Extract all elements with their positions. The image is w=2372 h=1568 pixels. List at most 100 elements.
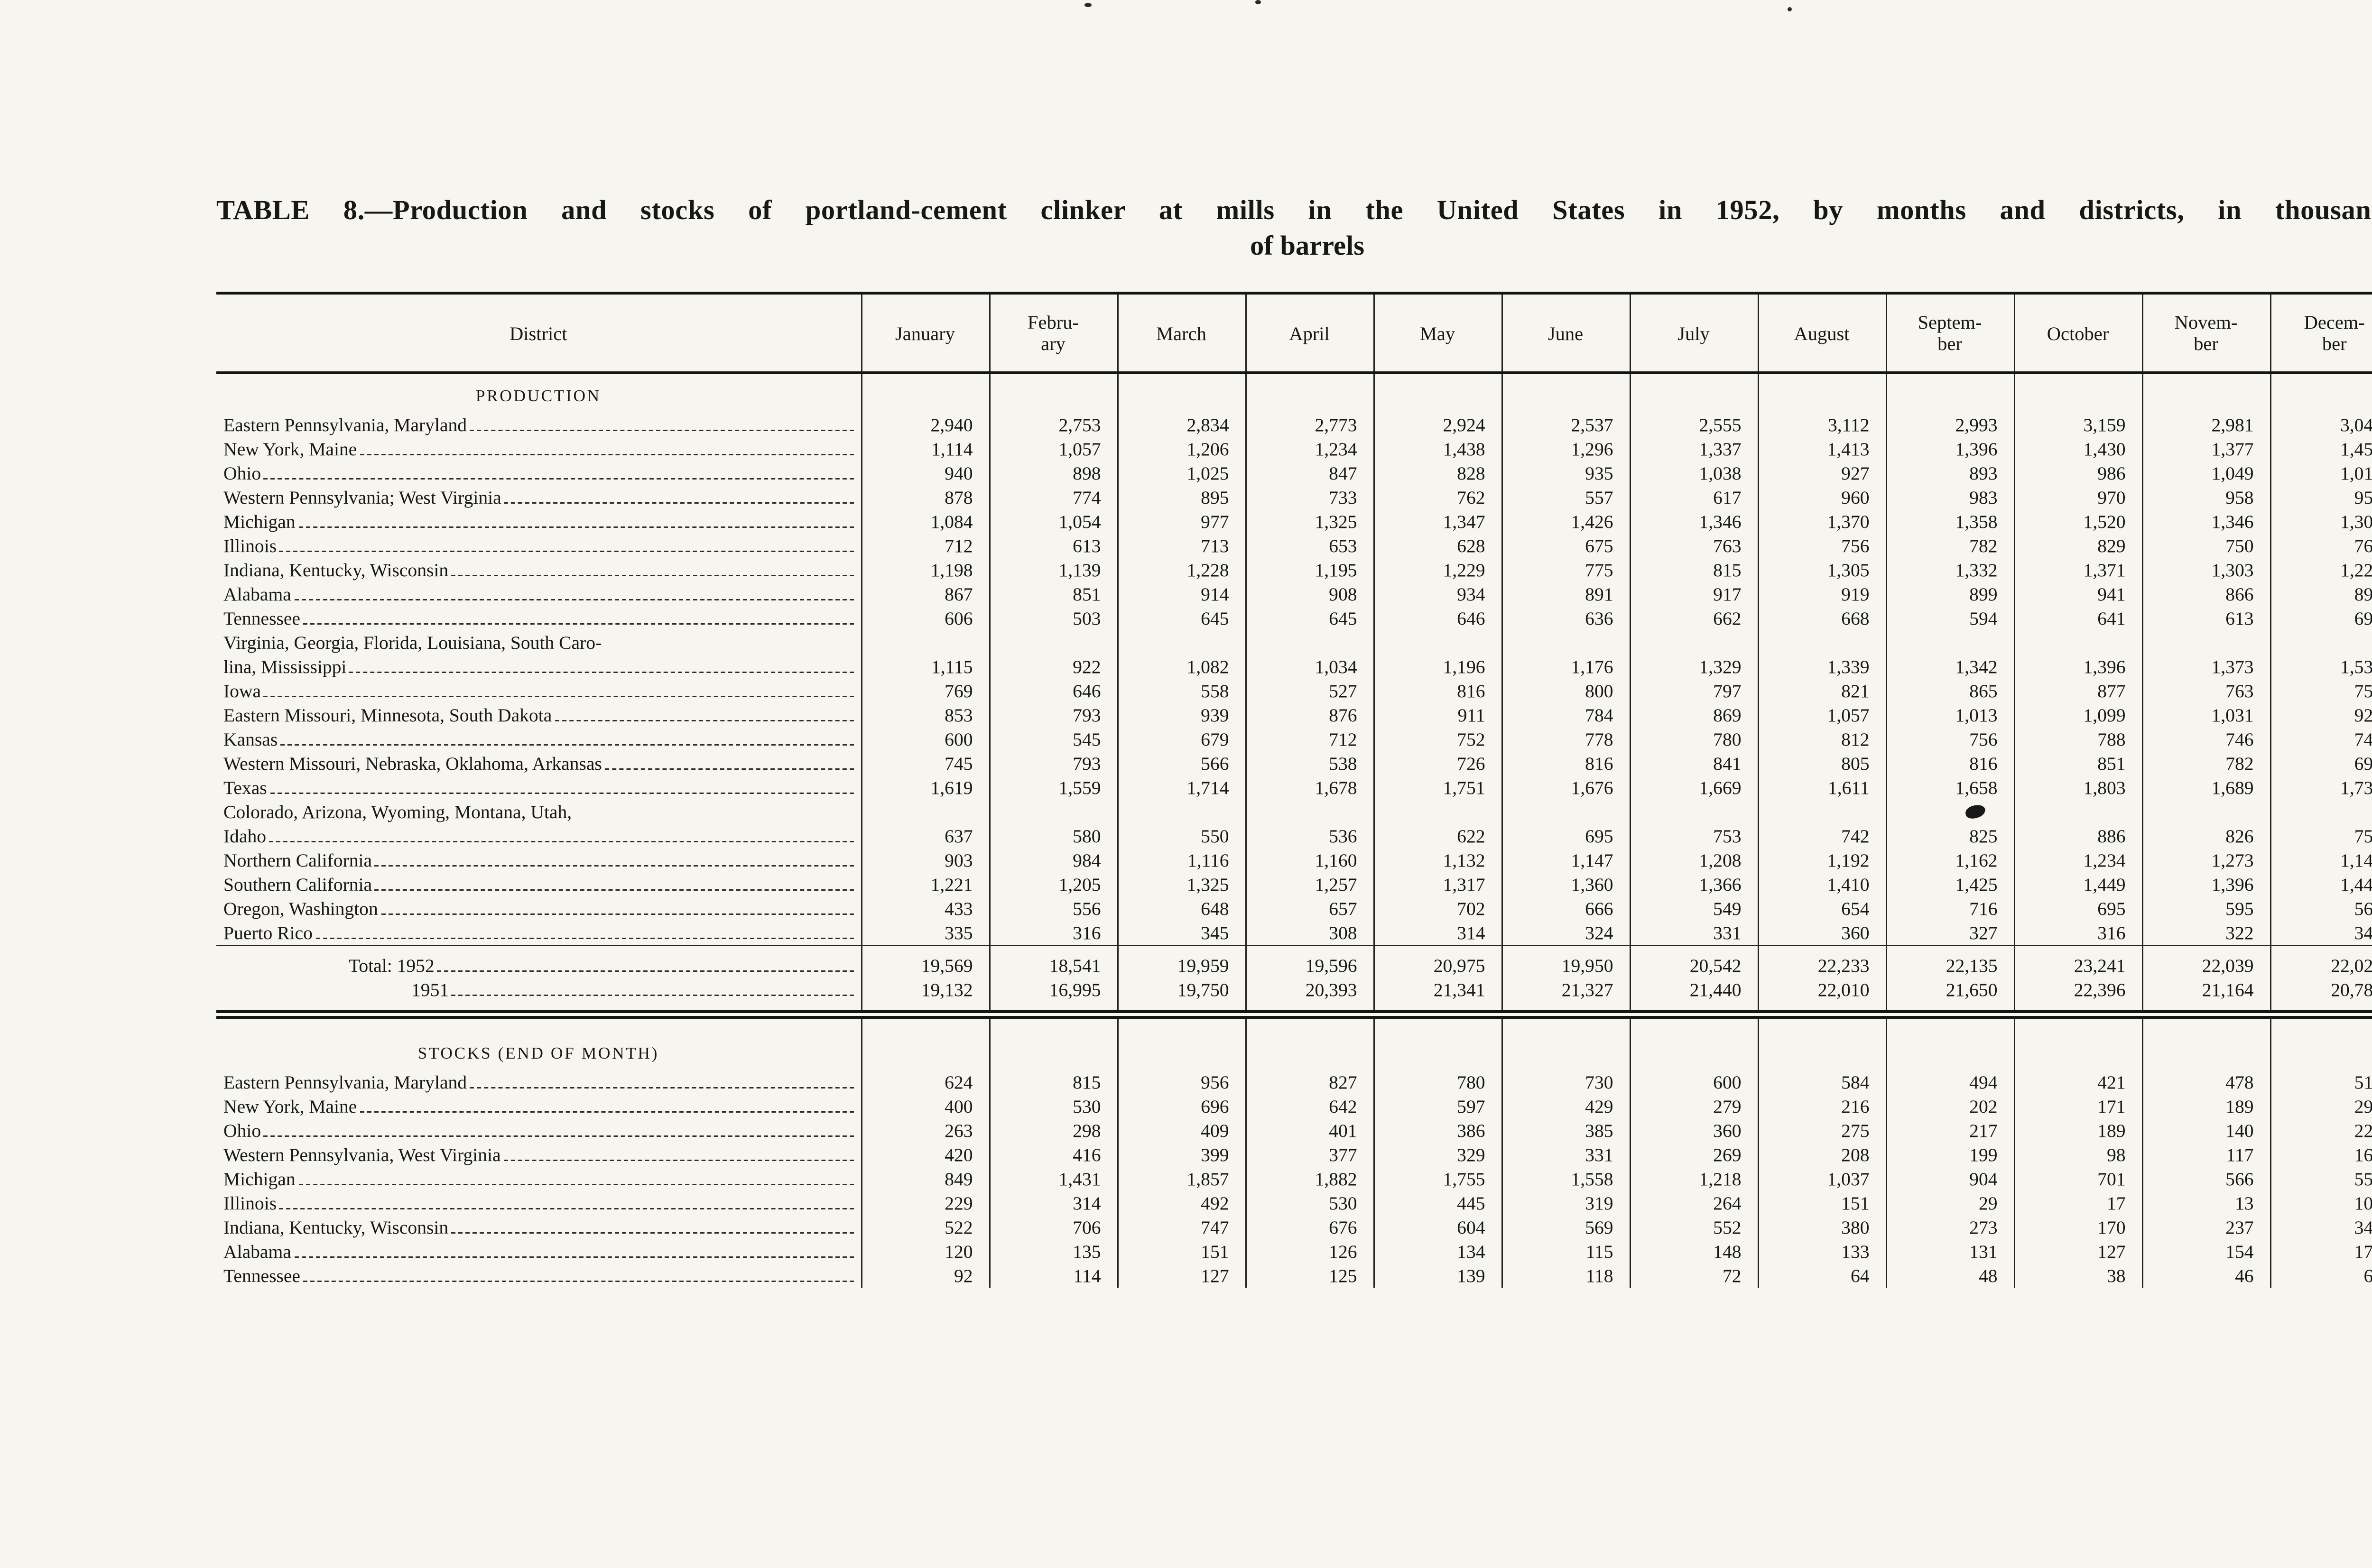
scan-speck [1788, 7, 1792, 11]
value-cell: 1,449 [2013, 872, 2142, 896]
value-cell: 2,924 [1372, 413, 1501, 437]
district-name: Eastern Pennsylvania, Maryland [223, 1071, 467, 1093]
column-header-month: June [1501, 293, 1630, 374]
dotted-leader [503, 1160, 853, 1161]
dotted-leader [294, 1256, 853, 1258]
value-cell: 939 [1116, 703, 1245, 727]
district-name-line: Tennessee [223, 606, 858, 630]
value-cell: 898 [988, 461, 1117, 485]
value-cell: 217 [1885, 1118, 2014, 1143]
value-cell: 19,959 [1116, 945, 1245, 978]
value-cell: 19,132 [860, 978, 989, 1015]
value-cell: 1,329 [1629, 630, 1758, 679]
value-cell: 316 [988, 921, 1117, 946]
value-cell: 140 [2141, 1118, 2270, 1143]
value-cell: 46 [2141, 1264, 2270, 1288]
district-name: Illinois [223, 1192, 277, 1214]
value-cell: 1,430 [2013, 437, 2142, 461]
value-cell: 401 [1244, 1118, 1373, 1143]
value-cell: 695 [2269, 606, 2372, 630]
table-row: Iowa 769646558527816800797821865877763751 [216, 679, 2372, 703]
value-cell: 1,082 [1116, 630, 1245, 679]
value-cell: 19,596 [1244, 945, 1373, 978]
table-row: Alabama 867 851 914 908 934 891 917 919 899 941 866… [216, 582, 2372, 606]
value-cell: 1,132 [1372, 848, 1501, 872]
dotted-leader [280, 744, 853, 746]
value-cell: 530 [988, 1094, 1117, 1118]
district-name-line: 1951 [223, 978, 858, 1002]
district-cell: Alabama [216, 582, 861, 606]
district-name-line: Western Pennsylvania, West Virginia [223, 1143, 858, 1167]
value-cell: 657 [1244, 896, 1373, 921]
value-cell: 420 [860, 1143, 989, 1167]
value-cell: 1,689 [2141, 775, 2270, 800]
district-cell: Virginia, Georgia, Florida, Louisiana, S… [216, 630, 861, 679]
value-cell: 263 [860, 1118, 989, 1143]
district-name: 1951 [411, 979, 449, 1000]
value-cell: 782 [1885, 534, 2014, 558]
district-cell: Western Missouri, Nebraska, Oklahoma, Ar… [216, 751, 861, 775]
value-cell: 331 [1501, 1143, 1630, 1167]
value-cell: 763 [1629, 534, 1758, 558]
value-cell: 768 [2269, 534, 2372, 558]
value-cell: 237 [2141, 1215, 2270, 1239]
district-name: Eastern Missouri, Minnesota, South Dakot… [223, 704, 552, 726]
district-name-line: Ohio [223, 1118, 858, 1143]
value-cell: 1,337 [1629, 437, 1758, 461]
value-cell: 118 [1501, 1264, 1630, 1288]
value-cell: 18,541 [988, 945, 1117, 978]
value-cell: 1,736 [2269, 775, 2372, 800]
value-cell: 345 [2269, 1215, 2372, 1239]
value-cell: 1,325 [1116, 872, 1245, 896]
value-cell: 385 [1501, 1118, 1630, 1143]
value-cell: 919 [1757, 582, 1886, 606]
value-cell: 645 [1244, 606, 1373, 630]
district-cell: Tennessee [216, 606, 861, 630]
rule-cell [1885, 1010, 2014, 1032]
value-cell: 753 [1629, 800, 1758, 848]
value-cell: 895 [2269, 582, 2372, 606]
value-cell: 716 [1885, 896, 2014, 921]
value-cell: 908 [1244, 582, 1373, 606]
district-name: Idaho [223, 825, 267, 847]
value-cell: 23,241 [2013, 945, 2142, 978]
value-cell: 866 [2141, 582, 2270, 606]
value-cell: 752 [1372, 727, 1501, 751]
value-cell: 421 [2013, 1070, 2142, 1094]
value-cell: 1,346 [1629, 509, 1758, 534]
rule-cell [1116, 1010, 1245, 1032]
rule-cell [2013, 1010, 2142, 1032]
value-cell: 1,658 [1885, 775, 2014, 800]
value-cell: 1,234 [1244, 437, 1373, 461]
district-name: Texas [223, 777, 267, 798]
value-cell: 527 [1244, 679, 1373, 703]
column-header-month: May [1372, 293, 1501, 374]
value-cell: 1,532 [2269, 630, 2372, 679]
value-cell: 1,221 [860, 872, 989, 896]
district-cell: Illinois [216, 534, 861, 558]
district-name: Western Missouri, Nebraska, Oklahoma, Ar… [223, 753, 602, 774]
value-cell: 712 [1244, 727, 1373, 751]
value-cell: 617 [1629, 485, 1758, 509]
district-name-line: Eastern Pennsylvania, Maryland [223, 1070, 858, 1094]
value-cell: 745 [860, 751, 989, 775]
value-cell: 927 [1757, 461, 1886, 485]
district-name-line: Michigan [223, 509, 858, 534]
district-cell: Indiana, Kentucky, Wisconsin [216, 558, 861, 582]
rule-cell [860, 1010, 989, 1032]
value-cell: 646 [1372, 606, 1501, 630]
value-cell: 847 [1244, 461, 1373, 485]
value-cell: 1,031 [2141, 703, 2270, 727]
dotted-leader [264, 696, 853, 697]
value-cell: 555 [2269, 1167, 2372, 1191]
dotted-leader [437, 970, 853, 972]
value-cell: 816 [1885, 751, 2014, 775]
dotted-leader [279, 1208, 853, 1209]
value-cell: 853 [860, 703, 989, 727]
district-cell: Indiana, Kentucky, Wisconsin [216, 1215, 861, 1239]
value-cell: 433 [860, 896, 989, 921]
value-cell: 494 [1885, 1070, 2014, 1094]
table-row: Ohio 263298409401386385360275217189140224 [216, 1118, 2372, 1143]
table-row: Indiana, Kentucky, Wisconsin 1,198 1,139 1,… [216, 558, 2372, 582]
value-cell: 756 [1757, 534, 1886, 558]
